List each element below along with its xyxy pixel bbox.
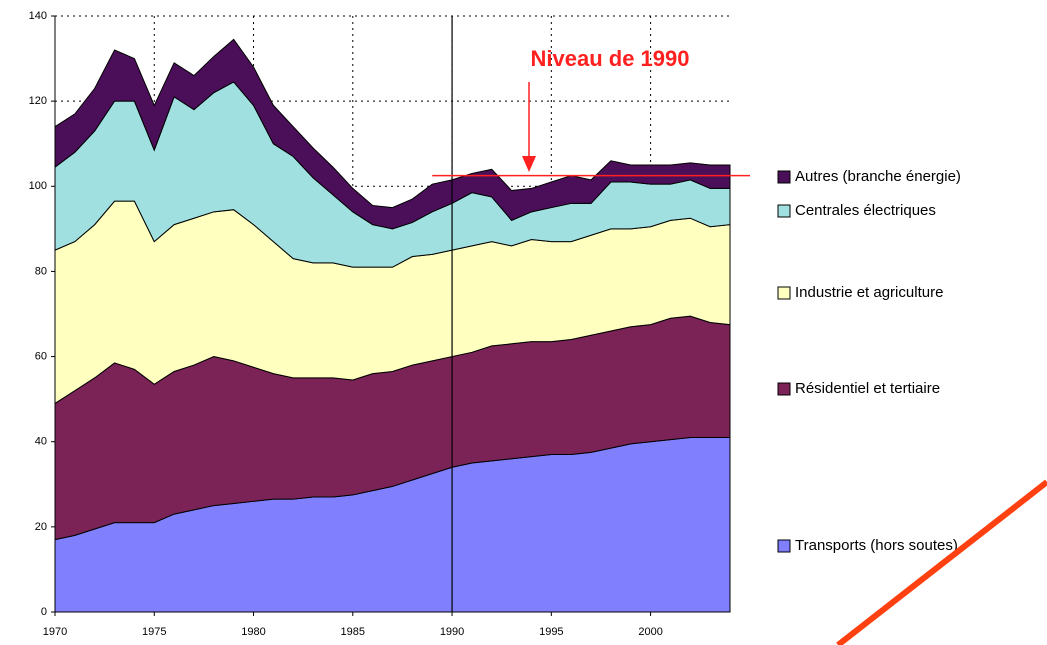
y-tick-label: 140 [29,10,47,22]
x-tick-label: 1980 [241,626,265,638]
x-tick-label: 1985 [341,626,365,638]
legend-label: Industrie et agriculture [795,284,943,301]
scribble [836,479,1047,645]
legend-label: Transports (hors soutes) [795,537,958,554]
legend-label: Autres (branche énergie) [795,168,961,185]
y-tick-label: 80 [35,265,47,277]
annotation-text: Niveau de 1990 [531,46,690,71]
y-tick-label: 20 [35,521,47,533]
y-tick-label: 40 [35,436,47,448]
legend-swatch [777,204,791,218]
areas [54,15,731,613]
overlay: Niveau de 1990 [54,16,750,613]
x-tick-label: 1970 [43,626,67,638]
legend-label: Centrales électriques [795,202,936,219]
y-tick-label: 100 [29,180,47,192]
legend-swatch [777,539,791,553]
x-tick-label: 1995 [539,626,563,638]
legend-swatch [777,286,791,300]
y-tick-label: 120 [29,95,47,107]
legend-swatch [777,382,791,396]
legend-label: Résidentiel et tertiaire [795,380,940,397]
y-tick-label: 60 [35,350,47,362]
x-tick-label: 2000 [638,626,662,638]
arrow-head [522,156,536,172]
legend: Transports (hors soutes) Résidentiel et t… [777,168,961,554]
area [54,38,731,230]
y-tick-label: 0 [41,606,47,618]
x-tick-label: 1975 [142,626,166,638]
legend-swatch [777,170,791,184]
x-tick-label: 1990 [440,626,464,638]
